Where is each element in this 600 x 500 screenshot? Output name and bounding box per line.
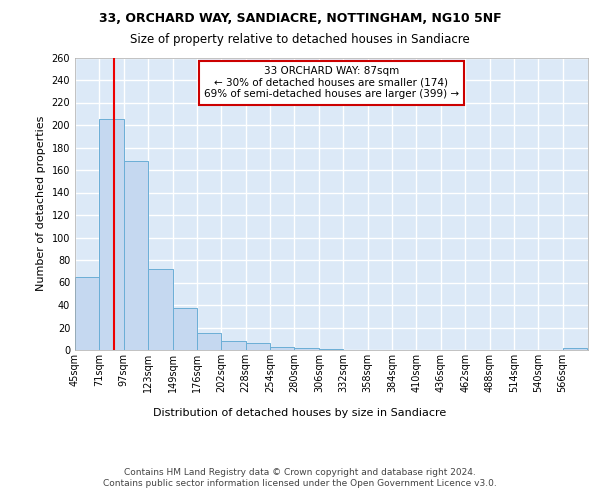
Bar (221, 341, 245, 350)
Bar (295, 348, 319, 350)
Bar (124, 161, 148, 350)
Text: Size of property relative to detached houses in Sandiacre: Size of property relative to detached ho… (130, 32, 470, 46)
Bar (75, 277, 100, 350)
Bar (148, 269, 173, 350)
Bar (270, 346, 295, 350)
Bar (197, 333, 221, 350)
Text: Distribution of detached houses by size in Sandiacre: Distribution of detached houses by size … (154, 408, 446, 418)
Bar (245, 343, 270, 350)
Bar (319, 349, 343, 350)
Y-axis label: Number of detached properties: Number of detached properties (36, 116, 46, 292)
Bar (173, 308, 197, 350)
Bar (563, 348, 587, 350)
Text: 33, ORCHARD WAY, SANDIACRE, NOTTINGHAM, NG10 5NF: 33, ORCHARD WAY, SANDIACRE, NOTTINGHAM, … (98, 12, 502, 26)
Bar (100, 120, 124, 350)
Text: 33 ORCHARD WAY: 87sqm
← 30% of detached houses are smaller (174)
69% of semi-det: 33 ORCHARD WAY: 87sqm ← 30% of detached … (204, 66, 459, 100)
Text: Contains HM Land Registry data © Crown copyright and database right 2024.
Contai: Contains HM Land Registry data © Crown c… (103, 468, 497, 487)
